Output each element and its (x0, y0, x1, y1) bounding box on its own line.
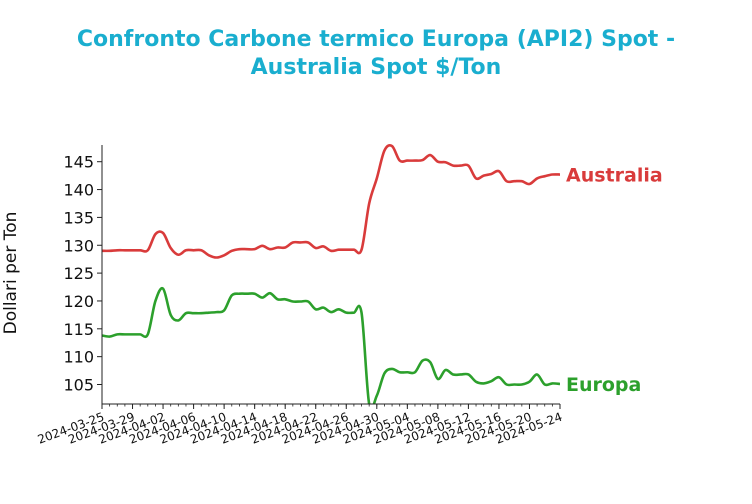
y-tick-label: 130 (63, 236, 94, 255)
chart-title-line-2: Australia Spot $/Ton (250, 55, 502, 80)
chart-title: Confronto Carbone termico Europa (API2) … (0, 26, 752, 82)
y-tick-label: 115 (63, 320, 94, 339)
y-tick-label: 125 (63, 264, 94, 283)
series-label-australia: Australia (566, 165, 663, 187)
y-axis: 105 110 115 120 125 130 135 140 145 (63, 145, 103, 404)
y-axis-label: Dollari per Ton (1, 212, 21, 335)
y-tick-label: 110 (63, 348, 94, 367)
series-label-europa: Europa (566, 374, 641, 396)
y-tick-label: 120 (63, 292, 94, 311)
series-line-australia (102, 144, 560, 259)
series-labels: Australia Europa (566, 165, 663, 396)
plot-area (102, 144, 560, 404)
y-tick-label: 140 (63, 181, 94, 200)
y-tick-label: 105 (63, 376, 94, 395)
chart-title-line-1: Confronto Carbone termico Europa (API2) … (76, 27, 676, 52)
y-tick-label: 135 (63, 208, 94, 227)
x-axis: 2024-03-252024-03-292024-04-022024-04-06… (36, 403, 564, 447)
y-tick-label: 145 (63, 153, 94, 172)
series-line-europa (102, 286, 560, 404)
